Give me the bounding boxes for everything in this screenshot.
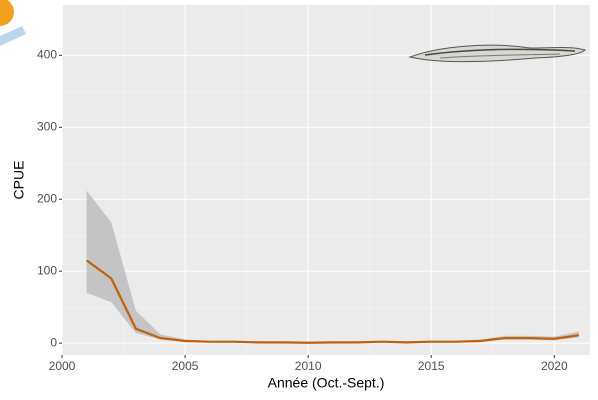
x-tick-label: 2020 — [541, 359, 568, 373]
y-tick-label: 0 — [50, 335, 57, 349]
y-tick-label: 200 — [37, 191, 57, 205]
logo-fragment — [0, 0, 26, 46]
x-tick-label: 2010 — [295, 359, 322, 373]
x-axis-title: Année (Oct.-Sept.) — [268, 375, 385, 391]
y-tick-label: 400 — [37, 48, 57, 62]
plot-panel — [62, 5, 590, 355]
fish-illustration — [408, 44, 586, 63]
y-tick-label: 300 — [37, 119, 57, 133]
x-tick-label: 2000 — [49, 359, 76, 373]
y-tick-label: 100 — [37, 263, 57, 277]
line — [85, 259, 580, 344]
x-tick-label: 2015 — [418, 359, 445, 373]
x-tick-label: 2005 — [172, 359, 199, 373]
y-axis-title: CPUE — [11, 161, 27, 200]
